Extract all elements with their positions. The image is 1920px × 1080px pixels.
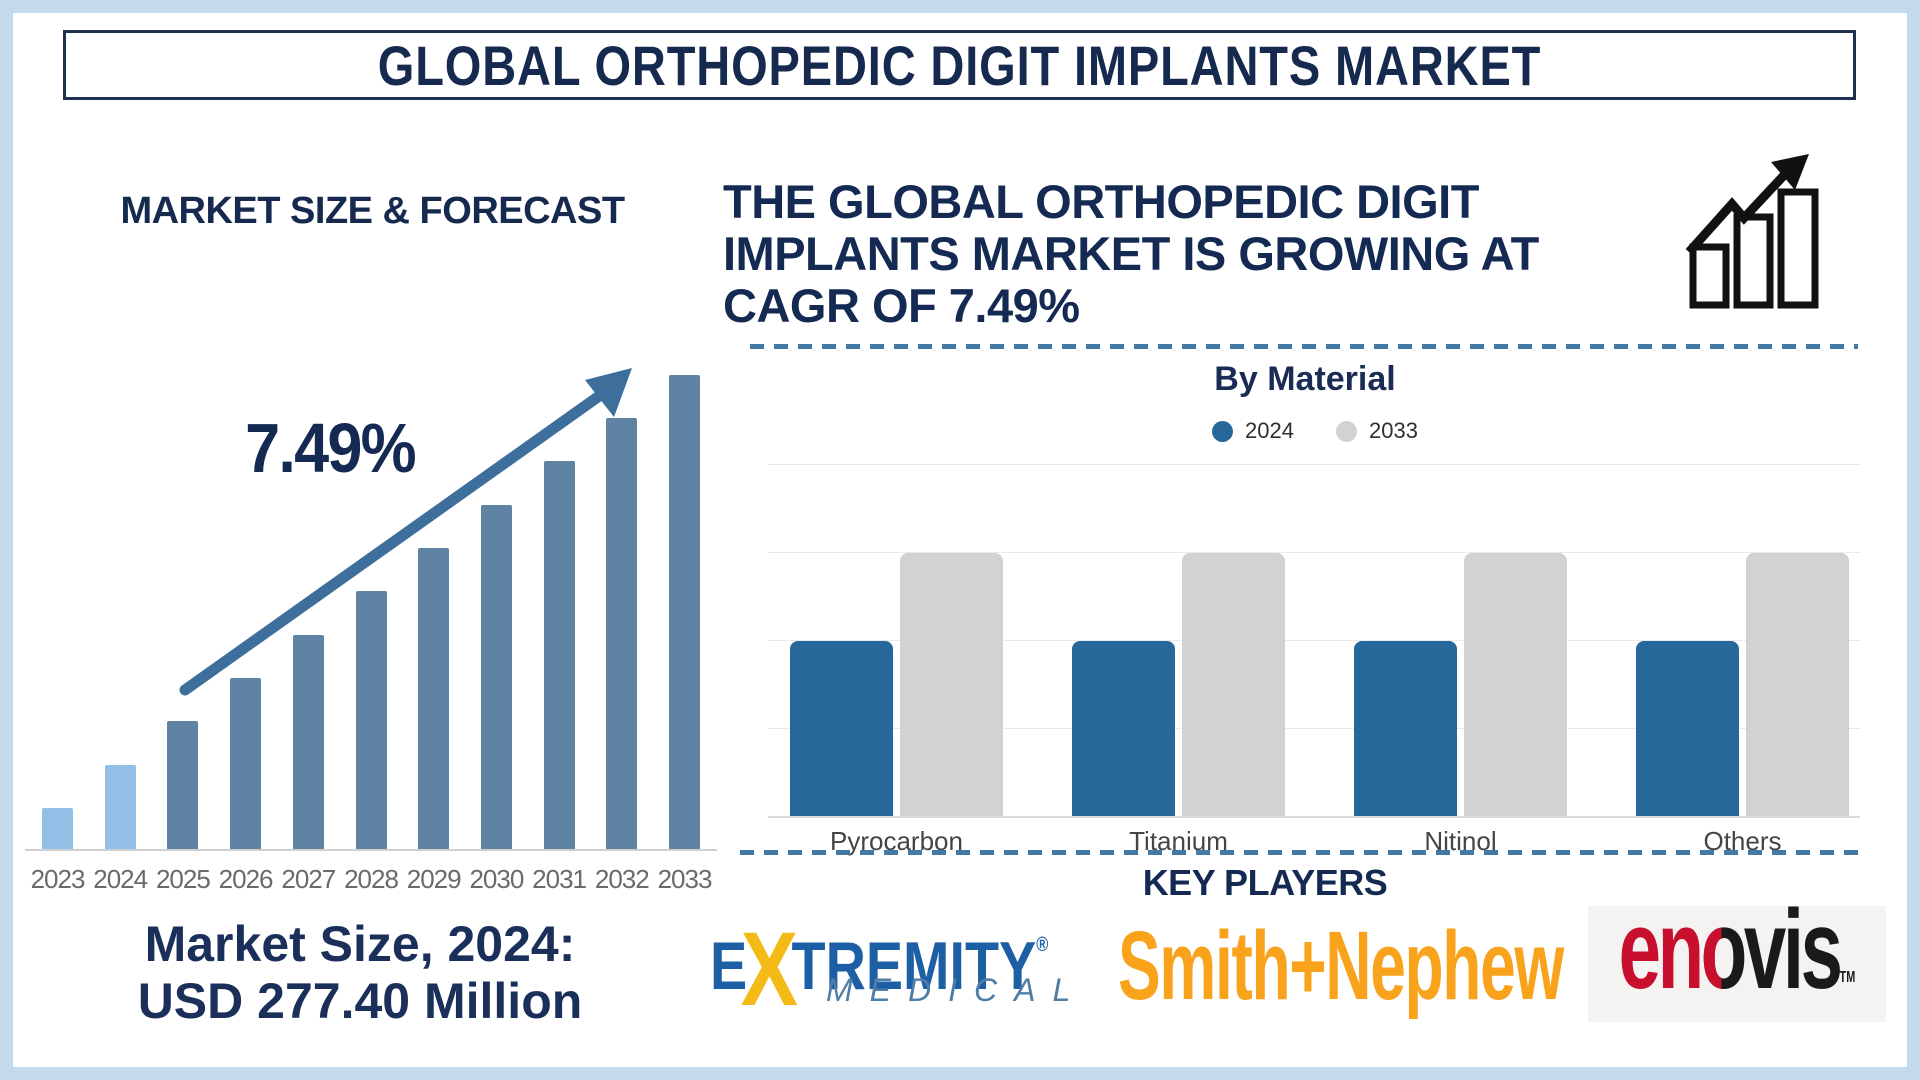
- forecast-bar-2027: [292, 635, 324, 850]
- by-material-legend: 2024 2033: [1165, 418, 1465, 444]
- extremity-prefix: E: [710, 928, 748, 1004]
- extremity-medical-subtitle: MEDICAL: [826, 972, 1088, 1008]
- x-tick-2030: 2030: [469, 864, 524, 894]
- title-banner: GLOBAL ORTHOPEDIC DIGIT IMPLANTS MARKET: [63, 30, 1856, 100]
- x-tick-2025: 2025: [155, 864, 211, 894]
- x-tick-2028: 2028: [344, 864, 399, 894]
- gridline-2: [768, 640, 1860, 641]
- x-tick-2033: 2033: [657, 864, 713, 894]
- extremity-x-glyph: X: [740, 911, 799, 1028]
- x-tick-2026: 2026: [218, 864, 274, 894]
- growth-headline: THE GLOBAL ORTHOPEDIC DIGIT IMPLANTS MAR…: [723, 176, 1563, 332]
- forecast-bar-2030: [480, 505, 512, 850]
- x-tick-2024: 2024: [93, 864, 148, 894]
- market-size-2024-text: Market Size, 2024: USD 277.40 Million: [60, 916, 660, 1030]
- legend-dot-2033-icon: [1336, 420, 1357, 442]
- legend-label-2033: 2033: [1369, 418, 1418, 443]
- forecast-bar-2033: [669, 375, 700, 850]
- x-tick-2031: 2031: [532, 864, 587, 894]
- forecast-bar-2031: [543, 461, 575, 850]
- registered-mark-icon: ®: [1036, 934, 1049, 956]
- market-size-line2: USD 277.40 Million: [137, 973, 583, 1029]
- bar-nitinol-2024: [1354, 641, 1457, 816]
- by-material-title: By Material: [1214, 360, 1396, 398]
- forecast-x-axis: [25, 849, 717, 851]
- bar-titanium-2024: [1072, 641, 1175, 816]
- key-players-title: KEY PLAYERS: [1142, 862, 1388, 903]
- forecast-bar-2032: [606, 418, 638, 850]
- growth-chart-icon: [1685, 154, 1819, 309]
- trend-arrow-icon: [179, 368, 632, 696]
- x-tick-2027: 2027: [281, 864, 336, 894]
- gridline-4: [768, 464, 1860, 465]
- market-size-line1: Market Size, 2024:: [144, 916, 576, 972]
- bar-pyrocarbon-2024: [790, 641, 893, 816]
- bar-pyrocarbon-2033: [900, 553, 1003, 816]
- market-size-forecast-title: MARKET SIZE & FORECAST: [120, 190, 625, 232]
- headline-line-3: CAGR OF 7.49%: [723, 279, 1080, 332]
- forecast-bar-2025: [167, 721, 199, 850]
- bar-others-2024: [1636, 641, 1739, 816]
- enovis-vis-part: vis: [1743, 887, 1843, 1012]
- trademark-icon: TM: [1839, 969, 1856, 986]
- legend-dot-2024-icon: [1212, 420, 1234, 442]
- x-tick-2032: 2032: [594, 864, 650, 894]
- legend-item-2033: 2033: [1336, 418, 1418, 444]
- bar-nitinol-2033: [1464, 553, 1567, 816]
- legend-item-2024: 2024: [1212, 418, 1294, 444]
- enovis-en-part: en: [1618, 887, 1704, 1012]
- cagr-value-label: 7.49%: [245, 409, 416, 487]
- legend-label-2024: 2024: [1245, 418, 1294, 443]
- enovis-logo: eno o visTM: [1619, 887, 1856, 1033]
- divider-dashed-top: [750, 344, 1858, 349]
- page-title: GLOBAL ORTHOPEDIC DIGIT IMPLANTS MARKET: [377, 33, 1542, 97]
- bar-others-2033: [1746, 553, 1849, 816]
- bar-titanium-2033: [1182, 553, 1285, 816]
- headline-line-1: THE GLOBAL ORTHOPEDIC DIGIT: [723, 175, 1479, 228]
- divider-dashed-bottom: [740, 850, 1862, 855]
- enovis-logo-block: eno o visTM: [1588, 894, 1886, 1022]
- forecast-bar-2028: [355, 591, 387, 850]
- gridline-3: [768, 552, 1860, 553]
- forecast-bar-2024: [104, 765, 136, 850]
- extremity-medical-logo: EXTREMITY®: [710, 900, 1049, 1022]
- gridline-1: [768, 728, 1860, 729]
- forecast-bar-2029: [418, 548, 450, 850]
- smith-nephew-logo: Smith+Nephew: [1118, 911, 1564, 1020]
- headline-line-2: IMPLANTS MARKET IS GROWING AT: [723, 227, 1539, 280]
- x-tick-2023: 2023: [30, 864, 86, 894]
- gridline-0: [768, 816, 1860, 818]
- forecast-bar-2023: [42, 808, 73, 850]
- x-tick-2029: 2029: [406, 864, 462, 894]
- extremity-suffix: TREMITY: [791, 928, 1037, 1004]
- forecast-bar-2026: [230, 678, 262, 850]
